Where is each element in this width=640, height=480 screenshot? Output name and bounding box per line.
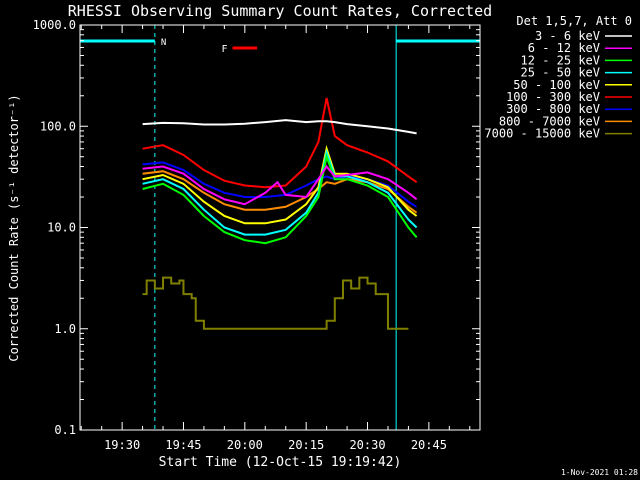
legend-title: Det 1,5,7, Att 0 bbox=[516, 14, 632, 28]
footer-timestamp: 1-Nov-2021 01:28 bbox=[561, 468, 638, 477]
night-label: N bbox=[161, 38, 166, 48]
axes: 0.1 1.0 10.0 100.0 1000.0 19:30 19:45 20:00 20:1… bbox=[33, 18, 481, 452]
legend-entry-label: 7000 - 15000 keV bbox=[484, 127, 600, 141]
y-axis-label: Corrected Count Rate (s⁻¹ detector⁻¹) bbox=[7, 94, 21, 361]
y-tick-label: 10.0 bbox=[47, 221, 76, 235]
series-line-1 bbox=[142, 164, 418, 206]
legend-entry-label: 300 - 800 keV bbox=[506, 102, 600, 116]
flare-label: F bbox=[222, 44, 228, 55]
series-line-5 bbox=[142, 97, 418, 189]
series-line-7 bbox=[142, 170, 418, 214]
x-tick-label: 20:15 bbox=[288, 438, 324, 452]
y-tick-label: 1000.0 bbox=[33, 18, 76, 32]
axes-frame bbox=[79, 24, 481, 431]
legend-entry-label: 6 - 12 keV bbox=[528, 41, 600, 55]
series-line-2 bbox=[142, 153, 418, 245]
series-line-4 bbox=[142, 144, 418, 225]
x-tick-label: 19:45 bbox=[165, 438, 201, 452]
legend-entry-label: 12 - 25 keV bbox=[521, 53, 600, 67]
x-tick-label: 20:00 bbox=[227, 438, 263, 452]
y-tick-label: 0.1 bbox=[54, 423, 76, 437]
legend-entry-label: 800 - 7000 keV bbox=[499, 114, 600, 128]
legend-entry-label: 100 - 300 keV bbox=[506, 90, 600, 104]
series-line-8 bbox=[142, 276, 409, 330]
chart-title: RHESSI Observing Summary Count Rates, Co… bbox=[68, 2, 492, 20]
x-axis-label: Start Time (12-Oct-15 19:19:42) bbox=[159, 455, 402, 470]
legend-entry-label: 3 - 6 keV bbox=[535, 29, 600, 43]
x-tick-label: 19:30 bbox=[104, 438, 140, 452]
series-line-3 bbox=[142, 148, 418, 236]
x-tick-label: 20:30 bbox=[349, 438, 385, 452]
y-tick-label: 100.0 bbox=[40, 119, 76, 133]
legend-entry-label: 25 - 50 keV bbox=[521, 66, 600, 80]
plot-area: NF bbox=[79, 25, 481, 430]
x-tick-label: 20:45 bbox=[411, 438, 447, 452]
series-line-0 bbox=[142, 119, 417, 135]
y-tick-label: 1.0 bbox=[54, 322, 76, 336]
legend-entry-label: 50 - 100 keV bbox=[513, 78, 600, 92]
